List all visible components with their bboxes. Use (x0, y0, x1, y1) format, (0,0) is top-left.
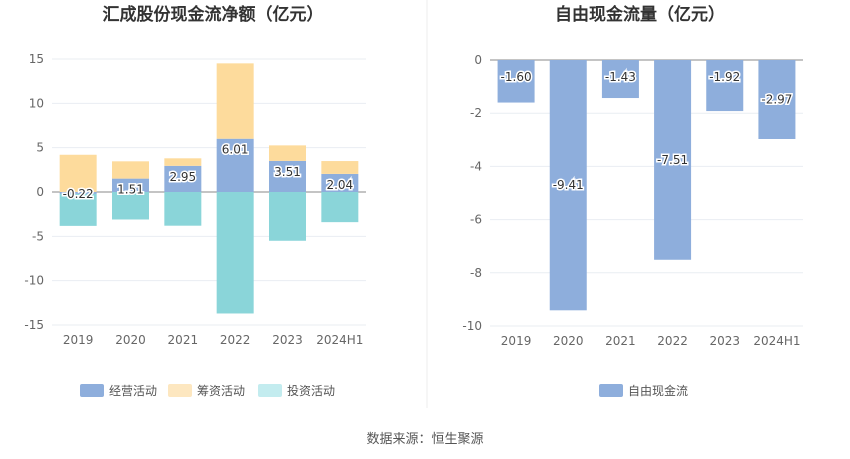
legend-label: 投资活动 (287, 383, 335, 398)
bar-series-2-2019 (59, 193, 97, 226)
bar-series-1-2019 (59, 154, 97, 192)
left-chart-title: 汇成股份现金流净额（亿元） (103, 4, 324, 25)
x-tick-label: 2020 (553, 334, 584, 348)
y-tick-label: 10 (29, 96, 44, 110)
legend-label: 经营活动 (109, 384, 157, 398)
y-tick-label: -10 (24, 274, 44, 288)
bar-series-0-2023 (269, 160, 306, 192)
data-label: -2.97 (761, 93, 792, 107)
bar-series-0-2020 (112, 178, 149, 192)
legend-label: 筹资活动 (197, 384, 245, 398)
bar-series-0-2022 (216, 138, 254, 192)
y-tick-label: -6 (470, 213, 482, 227)
x-tick-label: 2021 (605, 334, 636, 348)
y-tick-label: -15 (24, 318, 44, 332)
data-source: 数据来源：恒生聚源 (366, 432, 483, 447)
bar-series-1-2021 (164, 158, 202, 166)
x-tick-label: 2019 (63, 333, 94, 347)
data-label: 1.51 (117, 183, 144, 197)
data-label: 6.01 (222, 143, 249, 157)
legend-swatch (168, 384, 192, 397)
x-tick-label: 2022 (220, 333, 251, 347)
bar-series-2-2021 (164, 192, 202, 226)
data-label: -1.92 (709, 70, 740, 84)
bar-series-0-2021 (164, 165, 202, 192)
legend-swatch (258, 384, 282, 397)
data-label: -1.60 (501, 70, 532, 84)
y-tick-label: -5 (32, 229, 44, 243)
bar-series-1-2023 (269, 145, 306, 161)
x-tick-label: 2023 (709, 334, 740, 348)
x-tick-label: 2022 (657, 334, 688, 348)
data-label: -0.22 (63, 187, 94, 201)
bar-series-2-2024H1 (321, 192, 359, 223)
y-tick-label: -2 (470, 106, 482, 120)
x-tick-label: 2024H1 (753, 334, 800, 348)
x-tick-label: 2020 (115, 333, 146, 347)
data-label: -7.51 (657, 153, 688, 167)
x-tick-label: 2024H1 (316, 333, 363, 347)
bar-2022 (654, 60, 692, 260)
data-label: -1.43 (605, 70, 636, 84)
x-tick-label: 2021 (168, 333, 199, 347)
legend-label: 自由现金流 (628, 383, 688, 398)
bar-series-0-2024H1 (321, 173, 359, 192)
cashflow-net-chart: 汇成股份现金流净额（亿元） -0.22 1.512.956.013.512.04 … (24, 4, 366, 398)
data-label: -9.41 (553, 178, 584, 192)
bar-series-2-2020 (112, 192, 149, 220)
y-tick-label: 5 (36, 141, 44, 155)
bar-2020 (549, 60, 587, 311)
bar-series-2-2022 (216, 192, 254, 314)
y-tick-label: 0 (36, 185, 44, 199)
bar-series-2-2023 (269, 192, 306, 241)
bar-2024H1 (758, 60, 796, 140)
x-tick-label: 2019 (501, 334, 532, 348)
legend-swatch (599, 384, 623, 397)
y-tick-label: -10 (462, 319, 482, 333)
y-tick-label: -4 (470, 159, 482, 173)
free-cashflow-chart: 自由现金流量（亿元） -1.60 -9.41 -1.43 -7.51 -1.92 -2.9… (462, 4, 803, 398)
bar-series-1-2020 (112, 161, 149, 179)
data-label: 2.04 (326, 178, 353, 192)
bar-2023 (706, 60, 744, 112)
bar-2019 (497, 60, 535, 103)
data-label: 3.51 (274, 165, 301, 179)
bar-series-0-2019 (59, 192, 97, 194)
data-label: 2.95 (169, 170, 196, 184)
x-tick-label: 2023 (272, 333, 303, 347)
bar-series-1-2024H1 (321, 161, 359, 174)
right-chart-title: 自由现金流量（亿元） (555, 4, 725, 25)
y-tick-label: 0 (474, 53, 482, 67)
y-tick-label: 15 (29, 52, 44, 66)
legend-swatch (80, 384, 104, 397)
bar-2021 (601, 60, 639, 99)
bar-series-1-2022 (216, 63, 254, 139)
y-tick-label: -8 (470, 266, 482, 280)
